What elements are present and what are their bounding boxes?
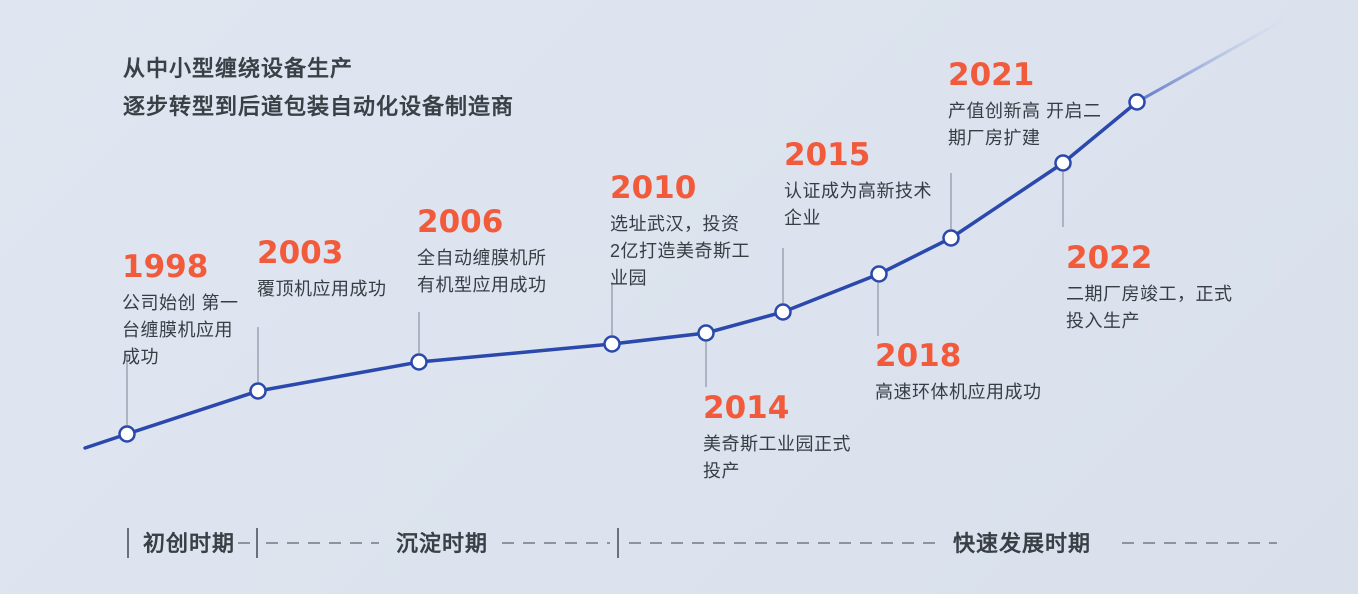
milestone-2015: 2015 认证成为高新技术 企业 (784, 138, 944, 232)
marker-endpoint (1128, 93, 1146, 111)
milestone-year: 2022 (1066, 240, 1153, 276)
milestone-2022: 2022 二期厂房竣工，正式 投入生产 (1066, 241, 1248, 335)
milestone-year: 1998 (122, 249, 209, 285)
growth-curve-fade (1135, 13, 1295, 104)
milestone-desc: 公司始创 第一 台缠膜机应用 成功 (122, 293, 239, 367)
marker-2010 (603, 335, 621, 353)
milestone-year: 2010 (610, 170, 697, 206)
milestone-year: 2021 (948, 57, 1035, 93)
milestone-2006: 2006 全自动缠膜机所 有机型应用成功 (417, 205, 557, 299)
milestone-2014: 2014 美奇斯工业园正式 投产 (703, 391, 868, 485)
marker-2018 (870, 265, 888, 283)
milestone-desc: 产值创新高 开启二 期厂房扩建 (948, 101, 1102, 148)
milestone-desc: 高速环体机应用成功 (875, 382, 1042, 402)
milestone-desc: 认证成为高新技术 企业 (784, 181, 932, 228)
milestone-2003: 2003 覆顶机应用成功 (257, 236, 407, 303)
connector-lines (126, 172, 1064, 425)
milestone-desc: 美奇斯工业园正式 投产 (703, 434, 851, 481)
milestone-year: 2006 (417, 204, 504, 240)
milestone-desc: 二期厂房竣工，正式 投入生产 (1066, 284, 1233, 331)
phase-axis (127, 528, 1277, 558)
milestone-1998: 1998 公司始创 第一 台缠膜机应用 成功 (122, 250, 252, 371)
timeline-markers (118, 93, 1146, 443)
phase-label-consolidation: 沉淀时期 (396, 531, 489, 556)
milestone-year: 2015 (784, 137, 871, 173)
milestone-year: 2014 (703, 390, 790, 426)
milestone-2021: 2021 产值创新高 开启二 期厂房扩建 (948, 58, 1120, 152)
marker-2021 (942, 229, 960, 247)
phase-label-startup: 初创时期 (143, 531, 236, 556)
milestone-2010: 2010 选址武汉，投资 2亿打造美奇斯工 业园 (610, 171, 762, 292)
marker-2014 (697, 324, 715, 342)
marker-2003 (249, 382, 267, 400)
milestone-desc: 覆顶机应用成功 (257, 279, 387, 299)
milestone-2018: 2018 高速环体机应用成功 (875, 339, 1053, 406)
marker-1998 (118, 425, 136, 443)
milestone-year: 2018 (875, 338, 962, 374)
marker-2015 (774, 303, 792, 321)
milestone-desc: 全自动缠膜机所 有机型应用成功 (417, 248, 547, 295)
marker-2006 (410, 353, 428, 371)
milestone-desc: 选址武汉，投资 2亿打造美奇斯工 业园 (610, 214, 751, 288)
page-title: 从中小型缠绕设备生产 逐步转型到后道包装自动化设备制造商 (123, 56, 515, 119)
milestone-year: 2003 (257, 235, 344, 271)
marker-2022 (1054, 154, 1072, 172)
phase-label-rapid-growth: 快速发展时期 (953, 531, 1092, 556)
